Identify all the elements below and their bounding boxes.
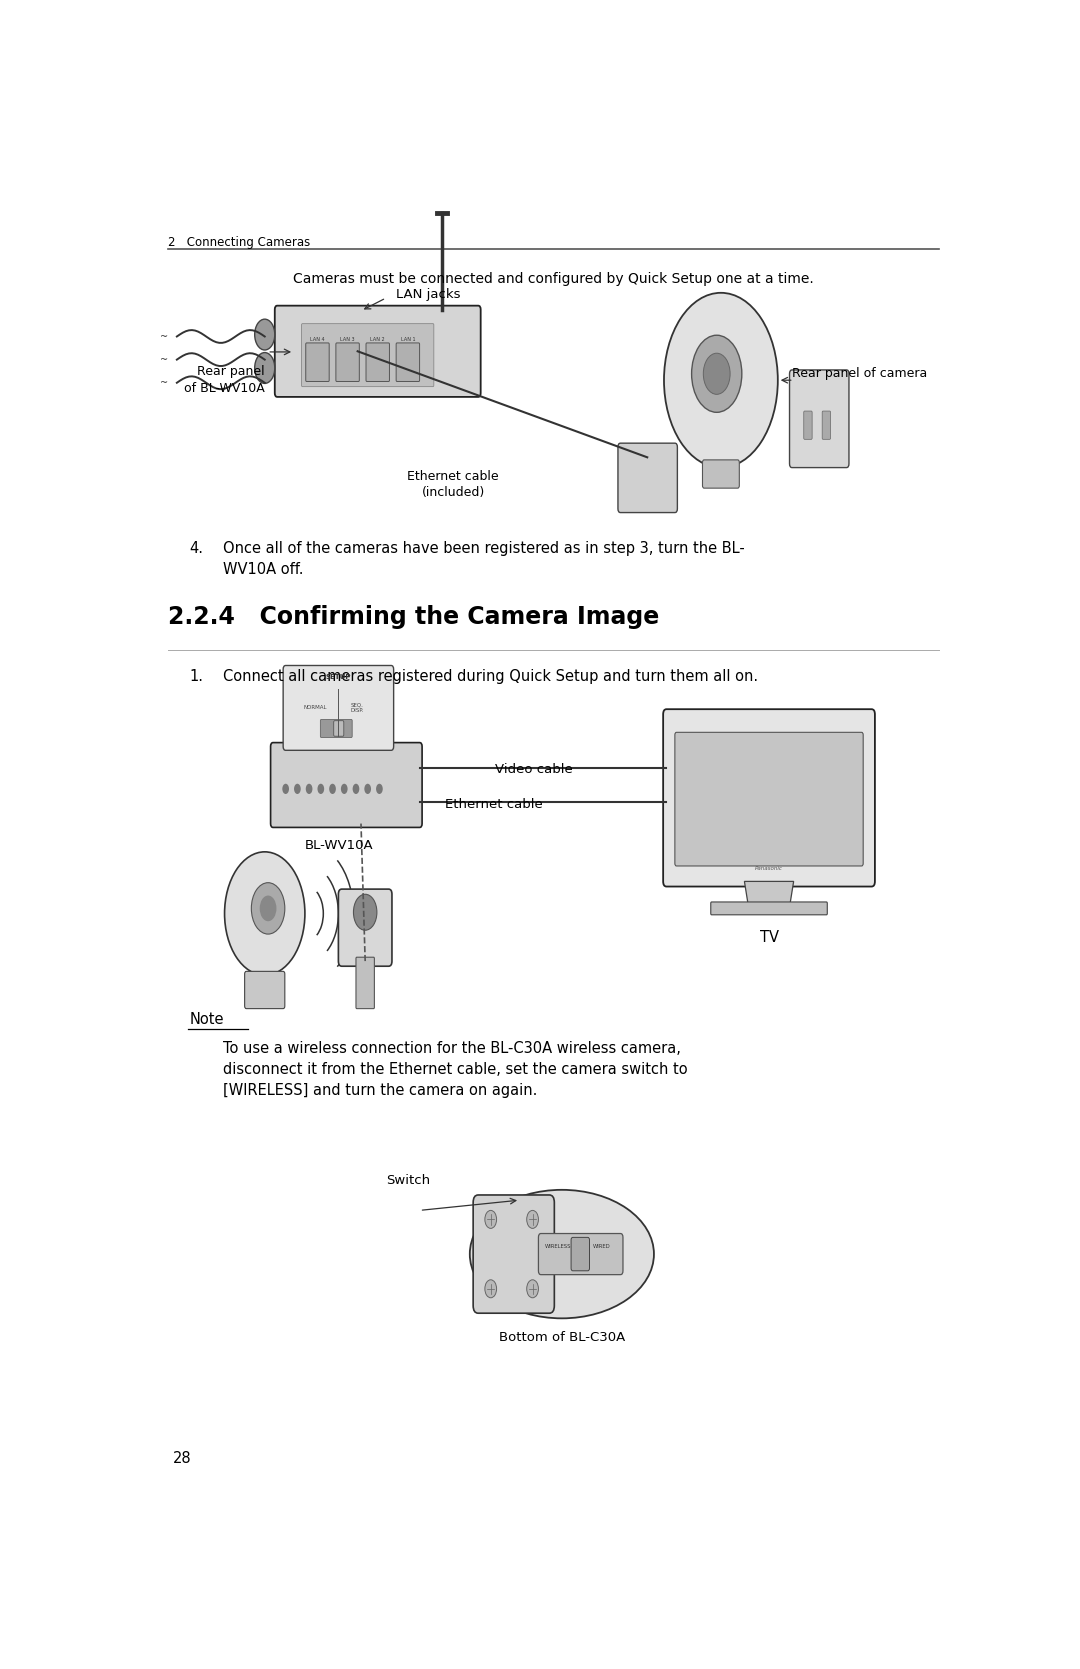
Circle shape xyxy=(703,354,730,394)
FancyBboxPatch shape xyxy=(366,342,390,382)
Text: Cameras must be connected and configured by Quick Setup one at a time.: Cameras must be connected and configured… xyxy=(293,272,814,287)
FancyBboxPatch shape xyxy=(334,721,343,736)
Text: 1.: 1. xyxy=(189,669,203,684)
Circle shape xyxy=(341,784,348,794)
Text: WIRELESS: WIRELESS xyxy=(544,1243,571,1248)
FancyBboxPatch shape xyxy=(283,666,393,751)
Circle shape xyxy=(353,895,377,930)
Circle shape xyxy=(691,335,742,412)
FancyBboxPatch shape xyxy=(336,342,360,382)
Text: ~: ~ xyxy=(160,377,168,387)
Text: LAN 1: LAN 1 xyxy=(401,337,415,342)
Circle shape xyxy=(282,784,289,794)
Circle shape xyxy=(376,784,382,794)
Text: 2.2.4   Confirming the Camera Image: 2.2.4 Confirming the Camera Image xyxy=(168,606,660,629)
FancyBboxPatch shape xyxy=(271,743,422,828)
Circle shape xyxy=(252,883,285,935)
Text: Bottom of BL-C30A: Bottom of BL-C30A xyxy=(499,1332,625,1344)
Text: BL-WV10A: BL-WV10A xyxy=(305,840,374,851)
FancyBboxPatch shape xyxy=(804,411,812,439)
FancyBboxPatch shape xyxy=(822,411,831,439)
Text: Ethernet cable: Ethernet cable xyxy=(445,798,542,811)
Text: SEQ.
DISP.: SEQ. DISP. xyxy=(351,703,364,713)
Circle shape xyxy=(352,784,360,794)
Circle shape xyxy=(485,1280,497,1298)
Circle shape xyxy=(255,352,274,384)
Text: ~: ~ xyxy=(160,332,168,342)
Text: ~: ~ xyxy=(160,354,168,364)
FancyBboxPatch shape xyxy=(338,890,392,966)
FancyBboxPatch shape xyxy=(711,901,827,915)
Circle shape xyxy=(527,1210,539,1228)
Text: LAN jacks: LAN jacks xyxy=(395,287,460,300)
Circle shape xyxy=(255,319,274,350)
Text: Connect all cameras registered during Quick Setup and turn them all on.: Connect all cameras registered during Qu… xyxy=(222,669,758,684)
FancyBboxPatch shape xyxy=(473,1195,554,1314)
Text: TV: TV xyxy=(759,930,779,945)
Text: LAN 3: LAN 3 xyxy=(340,337,355,342)
Circle shape xyxy=(485,1210,497,1228)
Text: 4.: 4. xyxy=(189,541,203,556)
Text: Switch: Switch xyxy=(387,1175,430,1187)
FancyBboxPatch shape xyxy=(396,342,419,382)
FancyBboxPatch shape xyxy=(321,719,352,738)
FancyBboxPatch shape xyxy=(618,444,677,512)
Text: Rear panel
of BL-WV10A: Rear panel of BL-WV10A xyxy=(184,366,265,396)
Text: 2   Connecting Cameras: 2 Connecting Cameras xyxy=(168,237,311,249)
Text: Panasonic: Panasonic xyxy=(755,866,783,871)
Circle shape xyxy=(294,784,300,794)
FancyBboxPatch shape xyxy=(663,709,875,886)
FancyBboxPatch shape xyxy=(274,305,481,397)
FancyBboxPatch shape xyxy=(356,958,375,1008)
Text: Video cable: Video cable xyxy=(495,763,572,776)
Text: Rear panel of camera: Rear panel of camera xyxy=(792,367,928,381)
Polygon shape xyxy=(744,881,794,908)
FancyBboxPatch shape xyxy=(539,1233,623,1275)
FancyBboxPatch shape xyxy=(789,371,849,467)
FancyBboxPatch shape xyxy=(245,971,285,1008)
Circle shape xyxy=(527,1280,539,1298)
Circle shape xyxy=(225,851,305,975)
FancyBboxPatch shape xyxy=(702,461,740,487)
Circle shape xyxy=(364,784,372,794)
Text: Once all of the cameras have been registered as in step 3, turn the BL-
WV10A of: Once all of the cameras have been regist… xyxy=(222,541,744,577)
Circle shape xyxy=(259,896,276,921)
Text: NORMAL: NORMAL xyxy=(303,706,327,711)
Text: Ethernet cable
(included): Ethernet cable (included) xyxy=(407,471,499,499)
Circle shape xyxy=(318,784,324,794)
Text: Note: Note xyxy=(189,1013,224,1028)
FancyBboxPatch shape xyxy=(306,342,329,382)
Circle shape xyxy=(329,784,336,794)
Ellipse shape xyxy=(470,1190,654,1319)
Circle shape xyxy=(664,292,778,467)
Text: LAN 2: LAN 2 xyxy=(370,337,386,342)
Text: WIRED: WIRED xyxy=(593,1243,610,1248)
Text: To use a wireless connection for the BL-C30A wireless camera,
disconnect it from: To use a wireless connection for the BL-… xyxy=(222,1041,688,1098)
Text: 28: 28 xyxy=(173,1450,191,1465)
Circle shape xyxy=(306,784,312,794)
FancyBboxPatch shape xyxy=(301,324,434,387)
FancyBboxPatch shape xyxy=(675,733,863,866)
Text: LAN 4: LAN 4 xyxy=(310,337,325,342)
FancyBboxPatch shape xyxy=(571,1237,590,1270)
Text: SETUP: SETUP xyxy=(326,674,351,681)
